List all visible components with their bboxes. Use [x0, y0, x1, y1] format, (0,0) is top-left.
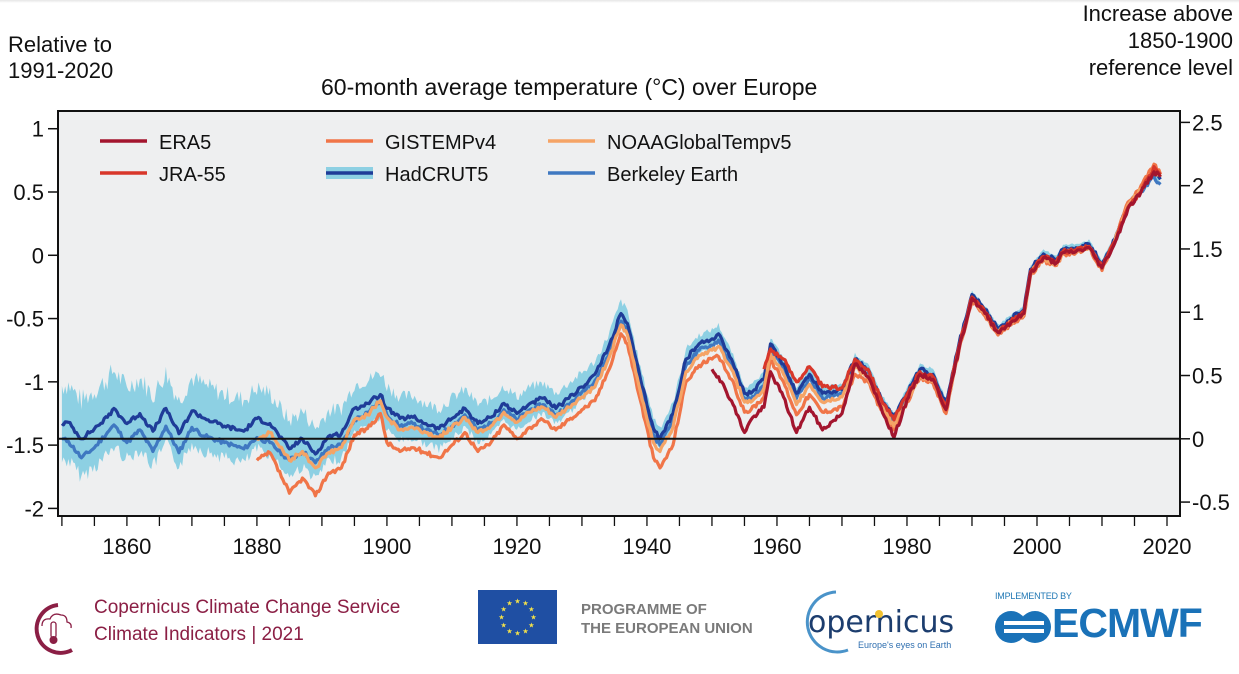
x-tick-label: 1900	[362, 534, 411, 559]
legend-label: HadCRUT5	[385, 164, 488, 186]
series-layer	[60, 162, 1163, 498]
eu-line1: PROGRAMME OF	[581, 601, 707, 618]
left-axis-label-line2: 1991-2020	[8, 58, 114, 83]
x-tick-label: 1860	[102, 534, 151, 559]
y-tick-label-left: -0.5	[6, 307, 44, 332]
ecmwf-wordmark: ECMWF	[1052, 600, 1203, 646]
eu-star-icon: ★	[498, 614, 504, 622]
eu-star-icon: ★	[501, 606, 507, 614]
right-axis-label-line1: Increase above	[1082, 1, 1233, 26]
y-tick-label-left: -1	[24, 370, 44, 395]
plot-frame	[57, 110, 1181, 517]
axes: 1 0.5 0 -0.5 -1 -1.5 -2 2.5 2 1.5 1 0.5 0 -0.5 1860 188…	[6, 110, 1230, 559]
y-tick-label-right: 2	[1192, 174, 1204, 199]
eu-star-icon: ★	[522, 627, 528, 635]
y-tick-label-left: 0	[32, 243, 44, 268]
legend-label: NOAAGlobalTempv5	[607, 132, 792, 154]
legend-label: ERA5	[159, 132, 211, 154]
copernicus-logo-icon: opernicus Europe's eyes on Earth	[805, 590, 954, 654]
footer: Copernicus Climate Change Service Climat…	[0, 580, 1239, 674]
right-axis-label: Increase above 1850-1900 reference level	[1083, 0, 1233, 81]
eu-programme-text: PROGRAMME OF THE EUROPEAN UNION	[581, 600, 753, 638]
eu-star-icon: ★	[528, 622, 534, 630]
x-tick-label: 1880	[232, 534, 281, 559]
eu-star-icon: ★	[514, 598, 520, 606]
c3s-line2: Climate Indicators | 2021	[94, 624, 304, 645]
chart-title: 60-month average temperature (°C) over E…	[321, 74, 818, 100]
eu-star-icon: ★	[530, 614, 536, 622]
x-tick-label: 1920	[492, 534, 541, 559]
y-tick-label-right: 1.5	[1192, 237, 1223, 262]
eu-star-icon: ★	[506, 600, 512, 608]
right-axis-label-line2: 1850-1900	[1127, 28, 1233, 53]
x-tick-label: 1960	[752, 534, 801, 559]
c3s-logo-icon	[34, 603, 73, 655]
eu-flag-icon: ★★★★★★★★★ ★ ★★	[478, 590, 557, 644]
implemented-by-text: IMPLEMENTED BY	[995, 591, 1072, 601]
c3s-text: Copernicus Climate Change Service Climat…	[94, 594, 400, 648]
chart: 1 0.5 0 -0.5 -1 -1.5 -2 2.5 2 1.5 1 0.5 0 -0.5 1860 188…	[6, 110, 1230, 559]
y-tick-label-left: 1	[32, 117, 44, 142]
y-tick-label-right: 0.5	[1192, 364, 1223, 389]
y-tick-label-left: -2	[24, 496, 44, 521]
left-axis-label-line1: Relative to	[8, 32, 112, 57]
eu-star-icon: ★	[514, 630, 520, 638]
copernicus-wordmark: opernicus	[808, 605, 954, 640]
y-tick-label-left: 0.5	[13, 180, 44, 205]
y-tick-label-right: 2.5	[1192, 110, 1223, 135]
eu-star-icon: ★	[501, 622, 507, 630]
y-tick-label-left: -1.5	[6, 433, 44, 458]
eu-star-icon: ★	[528, 606, 534, 614]
copernicus-tagline: Europe's eyes on Earth	[858, 640, 951, 650]
y-tick-label-right: 0	[1192, 427, 1204, 452]
x-tick-label: 1940	[622, 534, 671, 559]
y-tick-label-right: -0.5	[1192, 490, 1230, 515]
x-tick-label: 1980	[882, 534, 931, 559]
x-tick-label: 2000	[1013, 534, 1062, 559]
top-edge	[0, 0, 1239, 3]
c3s-line1: Copernicus Climate Change Service	[94, 597, 401, 618]
legend-label: JRA-55	[159, 164, 226, 186]
legend-label: Berkeley Earth	[607, 164, 738, 186]
eu-line2: THE EUROPEAN UNION	[581, 620, 753, 637]
y-tick-label-right: 1	[1192, 300, 1204, 325]
legend: ERA5 GISTEMPv4 NOAAGlobalTempv5 JRA-55 HadCR…	[100, 132, 792, 186]
ecmwf-logo-icon	[995, 611, 1051, 643]
series-line-era5	[710, 170, 1162, 440]
eu-star-icon: ★	[522, 600, 528, 608]
x-tick-label: 2020	[1143, 534, 1192, 559]
left-axis-label: Relative to 1991-2020	[8, 32, 113, 84]
eu-star-icon: ★	[506, 627, 512, 635]
right-axis-label-line3: reference level	[1088, 55, 1233, 80]
legend-label: GISTEMPv4	[385, 132, 496, 154]
